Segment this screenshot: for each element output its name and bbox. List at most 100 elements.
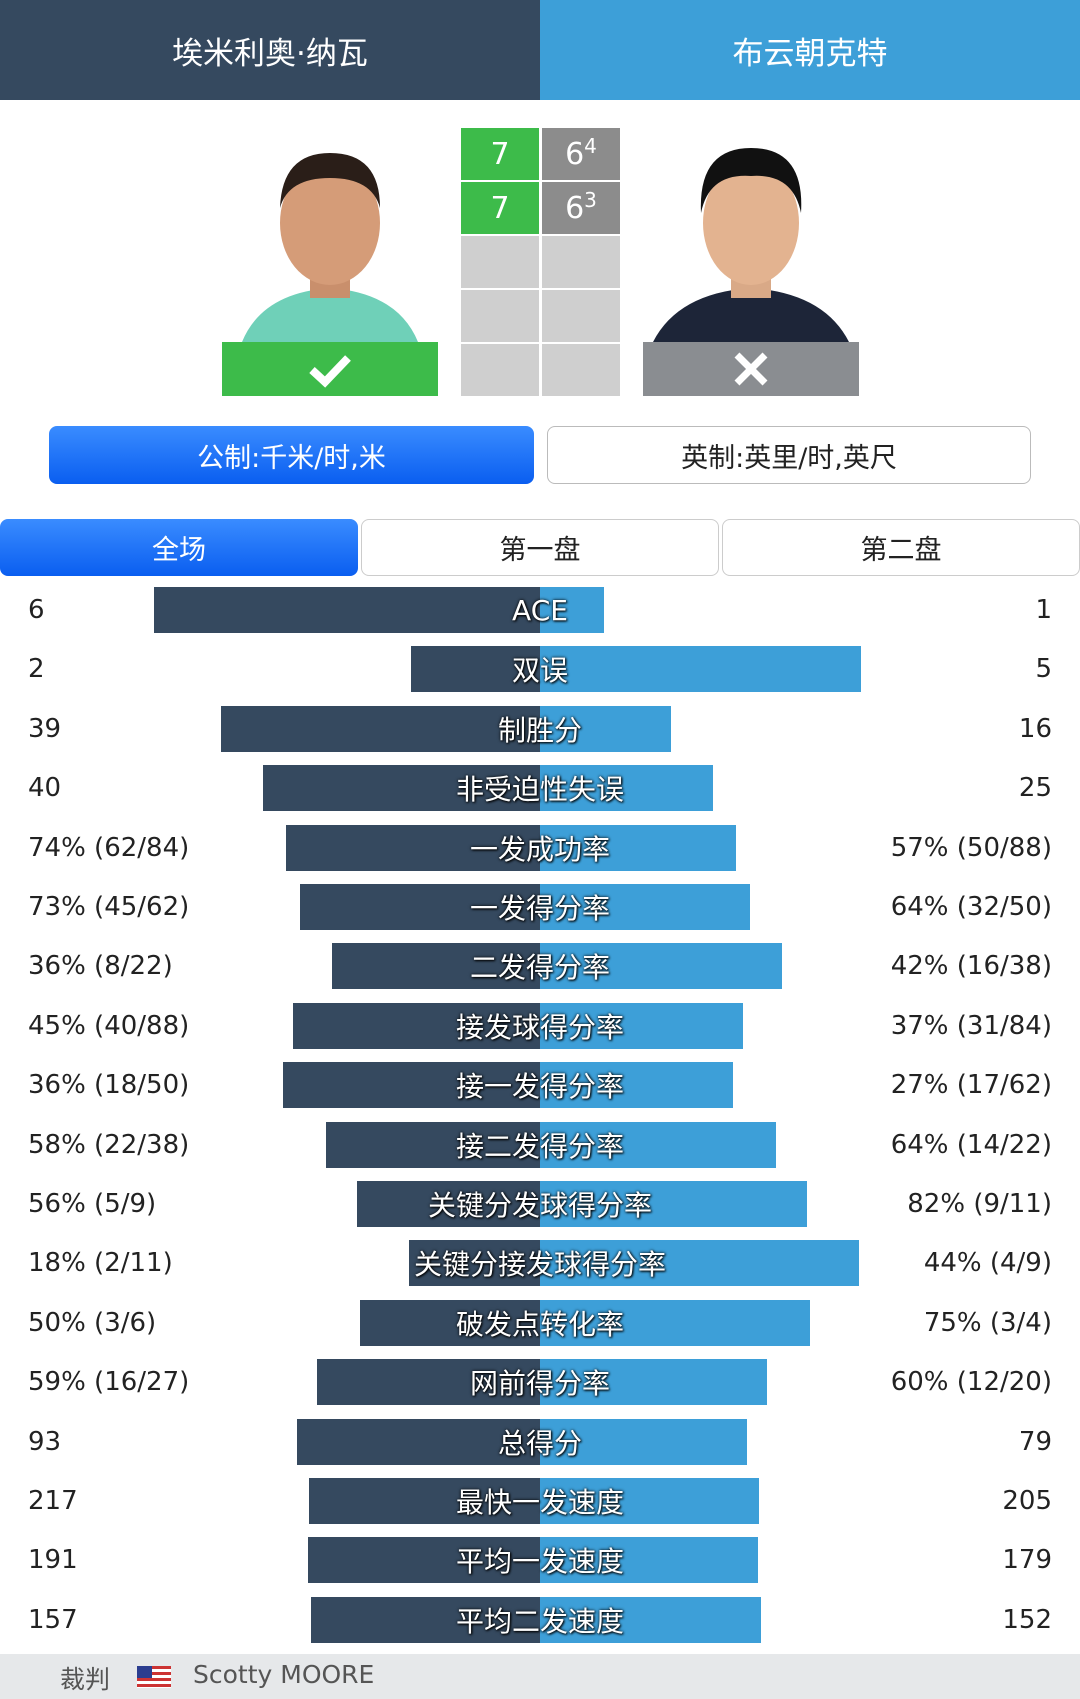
right-value: 152 — [1002, 1604, 1052, 1635]
score: 6 — [565, 136, 585, 172]
bar-right — [540, 1478, 759, 1524]
stat-name: 平均二发速度 — [455, 1604, 624, 1638]
bar-right — [540, 646, 862, 693]
metric-button[interactable]: 公制:千米/时,米 — [49, 426, 534, 484]
score: 7 — [490, 190, 510, 226]
right-value: 79 — [1018, 1426, 1052, 1457]
stat-name: 非受迫性失误 — [455, 773, 624, 807]
player1-photo — [242, 153, 418, 342]
stat-name: 平均一发速度 — [455, 1545, 624, 1579]
score-cell: 7 — [461, 128, 539, 180]
tiebreak: 3 — [584, 188, 597, 212]
left-value: 217 — [28, 1486, 78, 1516]
left-value: 2 — [28, 654, 45, 685]
left-value: 36% (18/50) — [28, 1070, 190, 1101]
tab[interactable]: 第一盘 — [361, 519, 719, 576]
bar-left — [307, 1537, 540, 1584]
right-value: 16 — [1018, 713, 1052, 744]
bar-right — [540, 1299, 810, 1346]
bar-right — [540, 587, 605, 633]
bar-left — [357, 1181, 540, 1227]
right-value: 37% (31/84) — [890, 1010, 1052, 1041]
right-value: 75% (3/4) — [923, 1307, 1052, 1338]
bar-right — [540, 1240, 860, 1287]
left-value: 39 — [28, 713, 62, 744]
bar-left — [332, 943, 540, 990]
bar-left — [326, 1121, 540, 1168]
player1-name: 埃米利奥·纳瓦 — [0, 0, 540, 100]
player2-name: 布云朝克特 — [540, 0, 1080, 100]
left-value: 191 — [28, 1545, 78, 1576]
bar-left — [308, 1478, 540, 1524]
empty-cell — [542, 290, 620, 342]
stat-name: 接发球得分率 — [455, 1010, 624, 1044]
left-value: 59% (16/27) — [28, 1367, 190, 1398]
right-value: 1 — [1035, 595, 1052, 625]
left-value: 36% (8/22) — [28, 951, 173, 982]
tab[interactable]: 全场 — [0, 519, 358, 576]
left-value: 45% (40/88) — [28, 1010, 190, 1041]
imperial-button[interactable]: 英制:英里/时,英尺 — [547, 426, 1031, 484]
bar-right — [540, 884, 751, 930]
bar-left — [360, 1299, 540, 1346]
bar-left — [293, 1002, 540, 1049]
winner-badge — [222, 342, 438, 396]
right-value: 44% (4/9) — [923, 1248, 1052, 1279]
empty-cell — [461, 290, 539, 342]
bar-right — [540, 943, 783, 990]
empty-cell — [461, 344, 539, 396]
left-value: 18% (2/11) — [28, 1248, 173, 1279]
empty-cell — [542, 236, 620, 288]
tiebreak: 4 — [584, 134, 597, 158]
tab[interactable]: 第二盘 — [722, 519, 1080, 576]
stat-name: 网前得分率 — [469, 1367, 610, 1401]
bar-left — [296, 1418, 540, 1465]
stat-name: 接二发得分率 — [455, 1129, 624, 1163]
stat-name: ACE — [512, 593, 568, 627]
left-value: 74% (62/84) — [28, 832, 190, 863]
bar-right — [540, 1596, 762, 1643]
stat-name: 关键分发球得分率 — [427, 1189, 652, 1222]
bar-right — [540, 1537, 758, 1584]
left-value: 93 — [28, 1426, 62, 1457]
bar-right — [540, 1359, 767, 1406]
left-value: 40 — [28, 773, 62, 804]
loser-badge — [643, 342, 859, 396]
empty-cell — [461, 236, 539, 288]
stat-name: 总得分 — [497, 1426, 582, 1460]
stat-name: 最快一发速度 — [455, 1486, 624, 1519]
player2-photo — [653, 148, 849, 342]
bar-right — [540, 705, 671, 752]
right-value: 82% (9/11) — [907, 1189, 1052, 1219]
right-value: 205 — [1002, 1486, 1052, 1516]
stat-name: 一发得分率 — [469, 892, 610, 925]
check-icon — [309, 355, 351, 388]
bar-right — [540, 1181, 808, 1227]
flag-icon — [137, 1666, 171, 1688]
bar-right — [540, 1002, 744, 1049]
right-value: 60% (12/20) — [890, 1367, 1052, 1398]
empty-cell — [542, 344, 620, 396]
bar-right — [540, 1418, 747, 1465]
bar-right — [540, 1062, 733, 1109]
right-value: 64% (32/50) — [890, 892, 1052, 922]
stat-name: 双误 — [511, 654, 568, 688]
right-value: 42% (16/38) — [890, 951, 1052, 982]
right-value: 64% (14/22) — [890, 1129, 1052, 1160]
bar-left — [220, 705, 540, 752]
bar-right — [540, 765, 714, 812]
stat-name: 接一发得分率 — [455, 1070, 624, 1104]
bar-left — [316, 1359, 540, 1406]
stat-name: 二发得分率 — [469, 951, 610, 985]
left-value: 73% (45/62) — [28, 892, 190, 922]
footer: 裁判 Scotty MOORE — [0, 1654, 1080, 1699]
bar-left — [409, 1240, 540, 1287]
left-value: 50% (3/6) — [28, 1307, 157, 1338]
bar-left — [263, 765, 540, 812]
score: 7 — [490, 136, 510, 172]
right-value: 27% (17/62) — [890, 1070, 1052, 1101]
